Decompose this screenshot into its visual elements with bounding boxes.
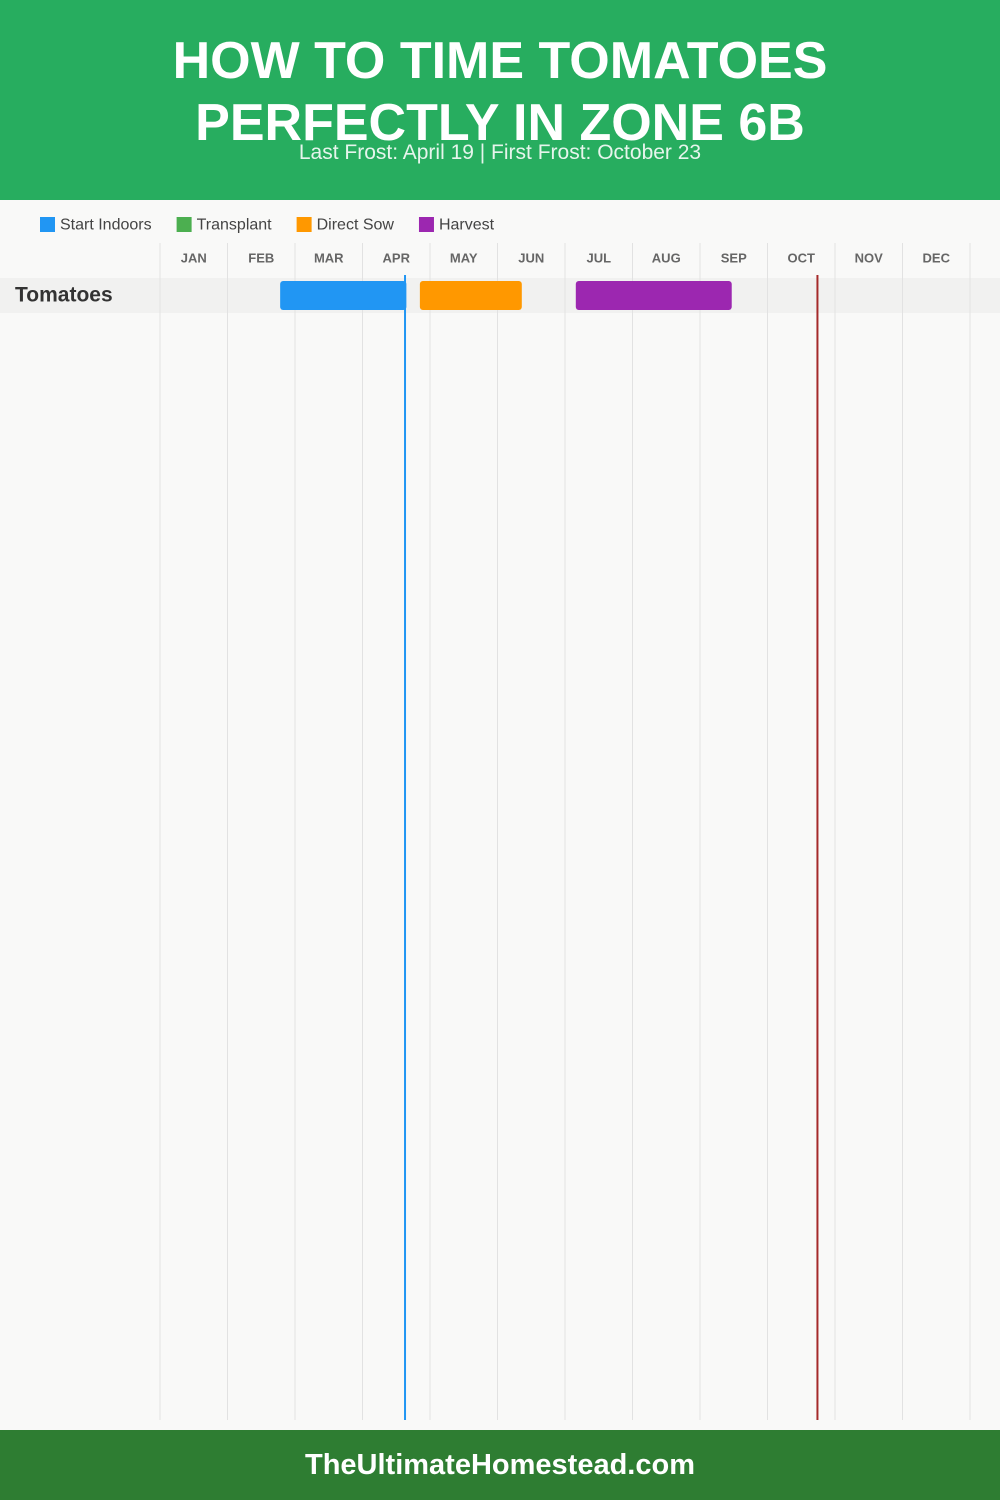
header: HOW TO TIME TOMATOES PERFECTLY IN ZONE 6…	[0, 0, 1000, 200]
x-tick-label: AUG	[652, 250, 681, 265]
chart-subtitle: Last Frost: April 19 | First Frost: Octo…	[298, 141, 702, 164]
x-tick-label: NOV	[855, 250, 884, 265]
legend-swatch	[296, 217, 312, 232]
x-tick-label: APR	[383, 250, 411, 265]
footer: TheUltimateHomestead.com	[0, 1430, 1000, 1500]
x-tick-label: SEP	[721, 250, 747, 265]
legend-label: Start Indoors	[60, 217, 152, 234]
row-label: Tomatoes	[15, 284, 113, 307]
legend-label: Harvest	[439, 217, 495, 234]
legend-label: Transplant	[197, 217, 273, 234]
bar	[575, 281, 732, 310]
legend-swatch	[176, 217, 192, 232]
x-tick-label: JUL	[586, 250, 611, 265]
x-tick-label: MAY	[450, 250, 478, 265]
x-tick-label: OCT	[788, 250, 816, 265]
bar	[419, 281, 522, 310]
chart: Start Indoors Transplant Direct Sow Harvest…	[0, 217, 1000, 1420]
legend-swatch	[418, 217, 434, 232]
x-tick-label: FEB	[248, 250, 274, 265]
bar	[280, 281, 407, 310]
x-tick-label: JUN	[518, 250, 544, 265]
legend-label: Direct Sow	[317, 217, 395, 234]
x-tick-label: JAN	[181, 250, 207, 265]
chart-title: HOW TO TIME TOMATOES PERFECTLY IN ZONE 6…	[172, 32, 828, 152]
legend-swatch	[40, 217, 55, 232]
x-tick-label: DEC	[923, 250, 951, 265]
x-tick-label: MAR	[314, 250, 344, 265]
